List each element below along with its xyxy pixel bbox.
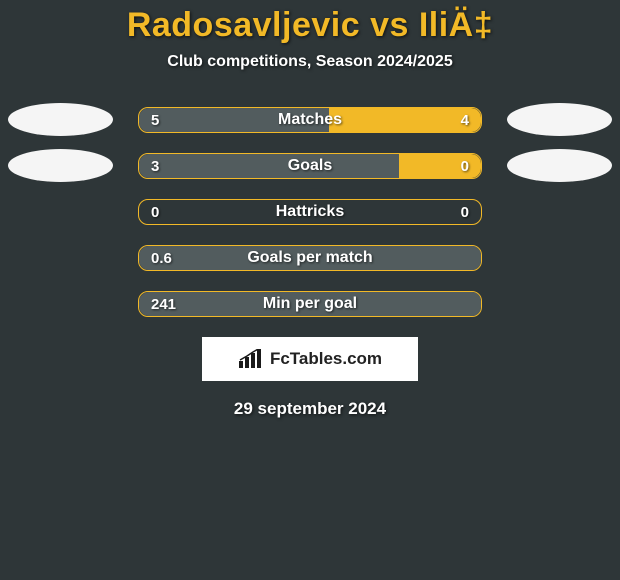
player-b-value: 0 [449,200,481,224]
stat-label: Matches [139,108,481,132]
stat-label: Hattricks [139,200,481,224]
player-a-avatar [8,103,113,136]
stat-label: Min per goal [139,292,481,316]
player-a-value: 5 [139,108,171,132]
logo-text: FcTables.com [270,349,382,369]
stats-bars: Matches54Goals30Hattricks00Goals per mat… [0,107,620,317]
stat-label: Goals per match [139,246,481,270]
player-b-avatar [507,149,612,182]
stat-bar: Goals3 0 [138,153,482,179]
player-b-value [457,292,481,316]
stat-label: Goals [139,154,481,178]
player-a-value: 0 [139,200,171,224]
player-b-avatar [507,103,612,136]
player-b-value: 0 [449,154,481,178]
stat-row: Min per goal241 [0,291,620,317]
stat-bar: Goals per match0.6 [138,245,482,271]
stat-row: Matches5 4 [0,107,620,133]
stat-bar: Hattricks0 0 [138,199,482,225]
subtitle: Club competitions, Season 2024/2025 [0,53,620,71]
player-b-value [457,246,481,270]
snapshot-date: 29 september 2024 [0,399,620,419]
comparison-title: Radosavljevic vs IliÄ‡ [0,0,620,45]
player-a-value: 3 [139,154,171,178]
player-a-value: 241 [139,292,188,316]
chart-icon [238,349,264,369]
player-a-name: Radosavljevic [127,6,360,44]
stat-row: Hattricks0 0 [0,199,620,225]
stat-row: Goals3 0 [0,153,620,179]
player-b-name: IliÄ‡ [419,6,493,44]
vs-separator: vs [360,6,419,44]
fctables-logo: FcTables.com [202,337,418,381]
stat-row: Goals per match0.6 [0,245,620,271]
stat-bar: Min per goal241 [138,291,482,317]
player-a-avatar [8,149,113,182]
player-a-value: 0.6 [139,246,184,270]
player-b-value: 4 [449,108,481,132]
stat-bar: Matches5 4 [138,107,482,133]
